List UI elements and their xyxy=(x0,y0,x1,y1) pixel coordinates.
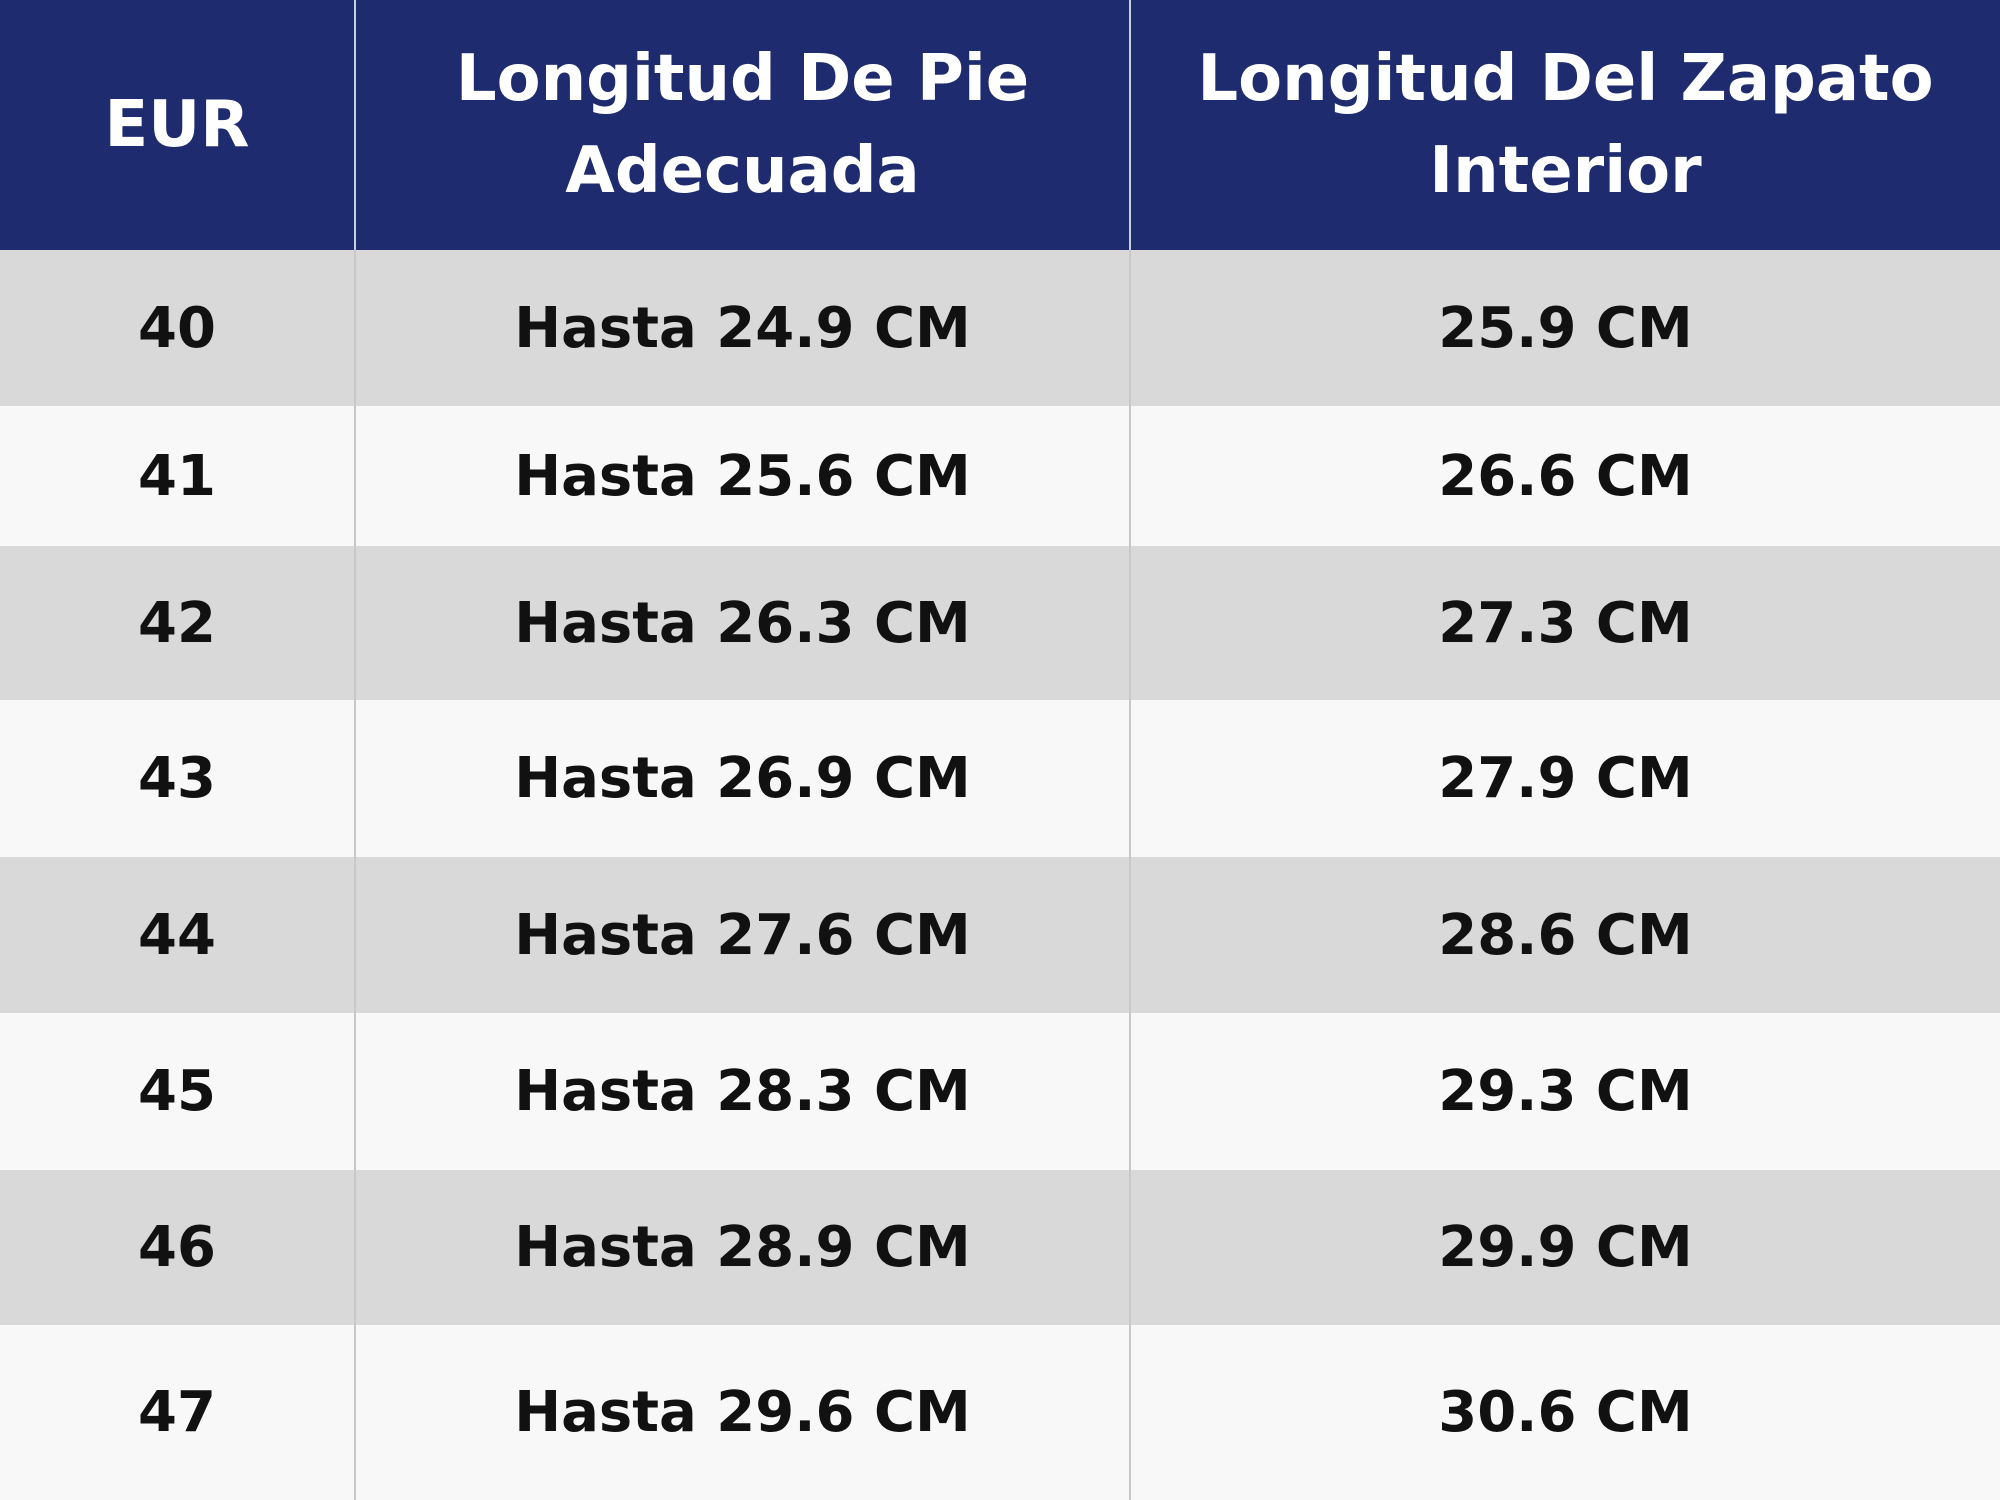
table-cell: Hasta 28.9 CM xyxy=(355,1170,1131,1325)
table-cell: 30.6 CM xyxy=(1130,1325,2000,1500)
table-row: 46 Hasta 28.9 CM 29.9 CM xyxy=(0,1170,2000,1325)
table-cell: Hasta 26.3 CM xyxy=(355,546,1131,700)
table-cell: 44 xyxy=(0,857,356,1013)
table-row: 42 Hasta 26.3 CM 27.3 CM xyxy=(0,546,2000,700)
table-row: 45 Hasta 28.3 CM 29.3 CM xyxy=(0,1013,2000,1170)
table-cell: 43 xyxy=(0,700,356,857)
table-cell: 47 xyxy=(0,1325,356,1500)
table-cell: 25.9 CM xyxy=(1130,250,2000,406)
header-cell: Longitud De Pie Adecuada xyxy=(355,0,1131,250)
table-cell: 45 xyxy=(0,1013,356,1170)
table-cell: 29.9 CM xyxy=(1130,1170,2000,1325)
table-cell: 46 xyxy=(0,1170,356,1325)
table-body: 40 Hasta 24.9 CM 25.9 CM 41 Hasta 25.6 CM 26.… xyxy=(0,250,2000,1500)
table-cell: 29.3 CM xyxy=(1130,1013,2000,1170)
table-cell: Hasta 25.6 CM xyxy=(355,406,1131,546)
table-cell: 27.3 CM xyxy=(1130,546,2000,700)
table-row: 47 Hasta 29.6 CM 30.6 CM xyxy=(0,1325,2000,1500)
table-cell: Hasta 29.6 CM xyxy=(355,1325,1131,1500)
header-cell: Longitud Del Zapato Interior xyxy=(1130,0,2000,250)
header-cell: EUR xyxy=(0,0,356,250)
table-cell: 40 xyxy=(0,250,356,406)
table-cell: Hasta 24.9 CM xyxy=(355,250,1131,406)
table-cell: 26.6 CM xyxy=(1130,406,2000,546)
table-cell: Hasta 26.9 CM xyxy=(355,700,1131,857)
table-cell: 28.6 CM xyxy=(1130,857,2000,1013)
table-row: 44 Hasta 27.6 CM 28.6 CM xyxy=(0,857,2000,1013)
table-cell: Hasta 27.6 CM xyxy=(355,857,1131,1013)
table-row: 41 Hasta 25.6 CM 26.6 CM xyxy=(0,406,2000,546)
table-cell: 42 xyxy=(0,546,356,700)
header-row: EUR Longitud De Pie Adecuada Longitud Del … xyxy=(0,0,2000,250)
table-row: 43 Hasta 26.9 CM 27.9 CM xyxy=(0,700,2000,857)
table-row: 40 Hasta 24.9 CM 25.9 CM xyxy=(0,250,2000,406)
table-cell: Hasta 28.3 CM xyxy=(355,1013,1131,1170)
table-header: EUR Longitud De Pie Adecuada Longitud Del … xyxy=(0,0,2000,250)
table-cell: 27.9 CM xyxy=(1130,700,2000,857)
table-cell: 41 xyxy=(0,406,356,546)
